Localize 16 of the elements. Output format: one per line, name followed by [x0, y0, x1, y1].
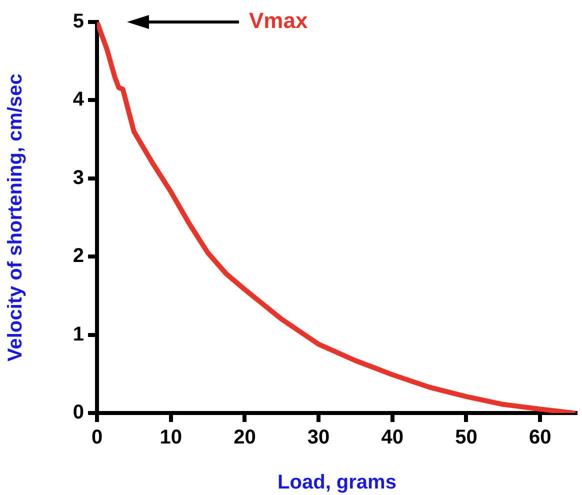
y-tick-label: 1 [72, 323, 84, 346]
x-tick-label: 30 [307, 426, 330, 449]
y-tick-label: 5 [72, 10, 84, 33]
x-tick-label: 10 [160, 426, 182, 449]
annotation: Vmax [249, 8, 308, 34]
x-tick-label: 20 [234, 426, 256, 449]
y-tick-label: 3 [72, 166, 84, 189]
y-tick-label: 2 [72, 245, 84, 268]
x-tick-label: 40 [381, 426, 404, 449]
x-tick-label: 60 [528, 426, 552, 449]
x-tick-label: 0 [91, 426, 103, 449]
x-tick-label: 50 [455, 426, 478, 449]
y-tick-label: 0 [72, 402, 84, 424]
y-tick-label: 4 [72, 88, 85, 111]
x-axis-title: Load, grams [278, 472, 396, 494]
y-axis-title: Velocity of shortening, cm/sec [4, 74, 27, 362]
